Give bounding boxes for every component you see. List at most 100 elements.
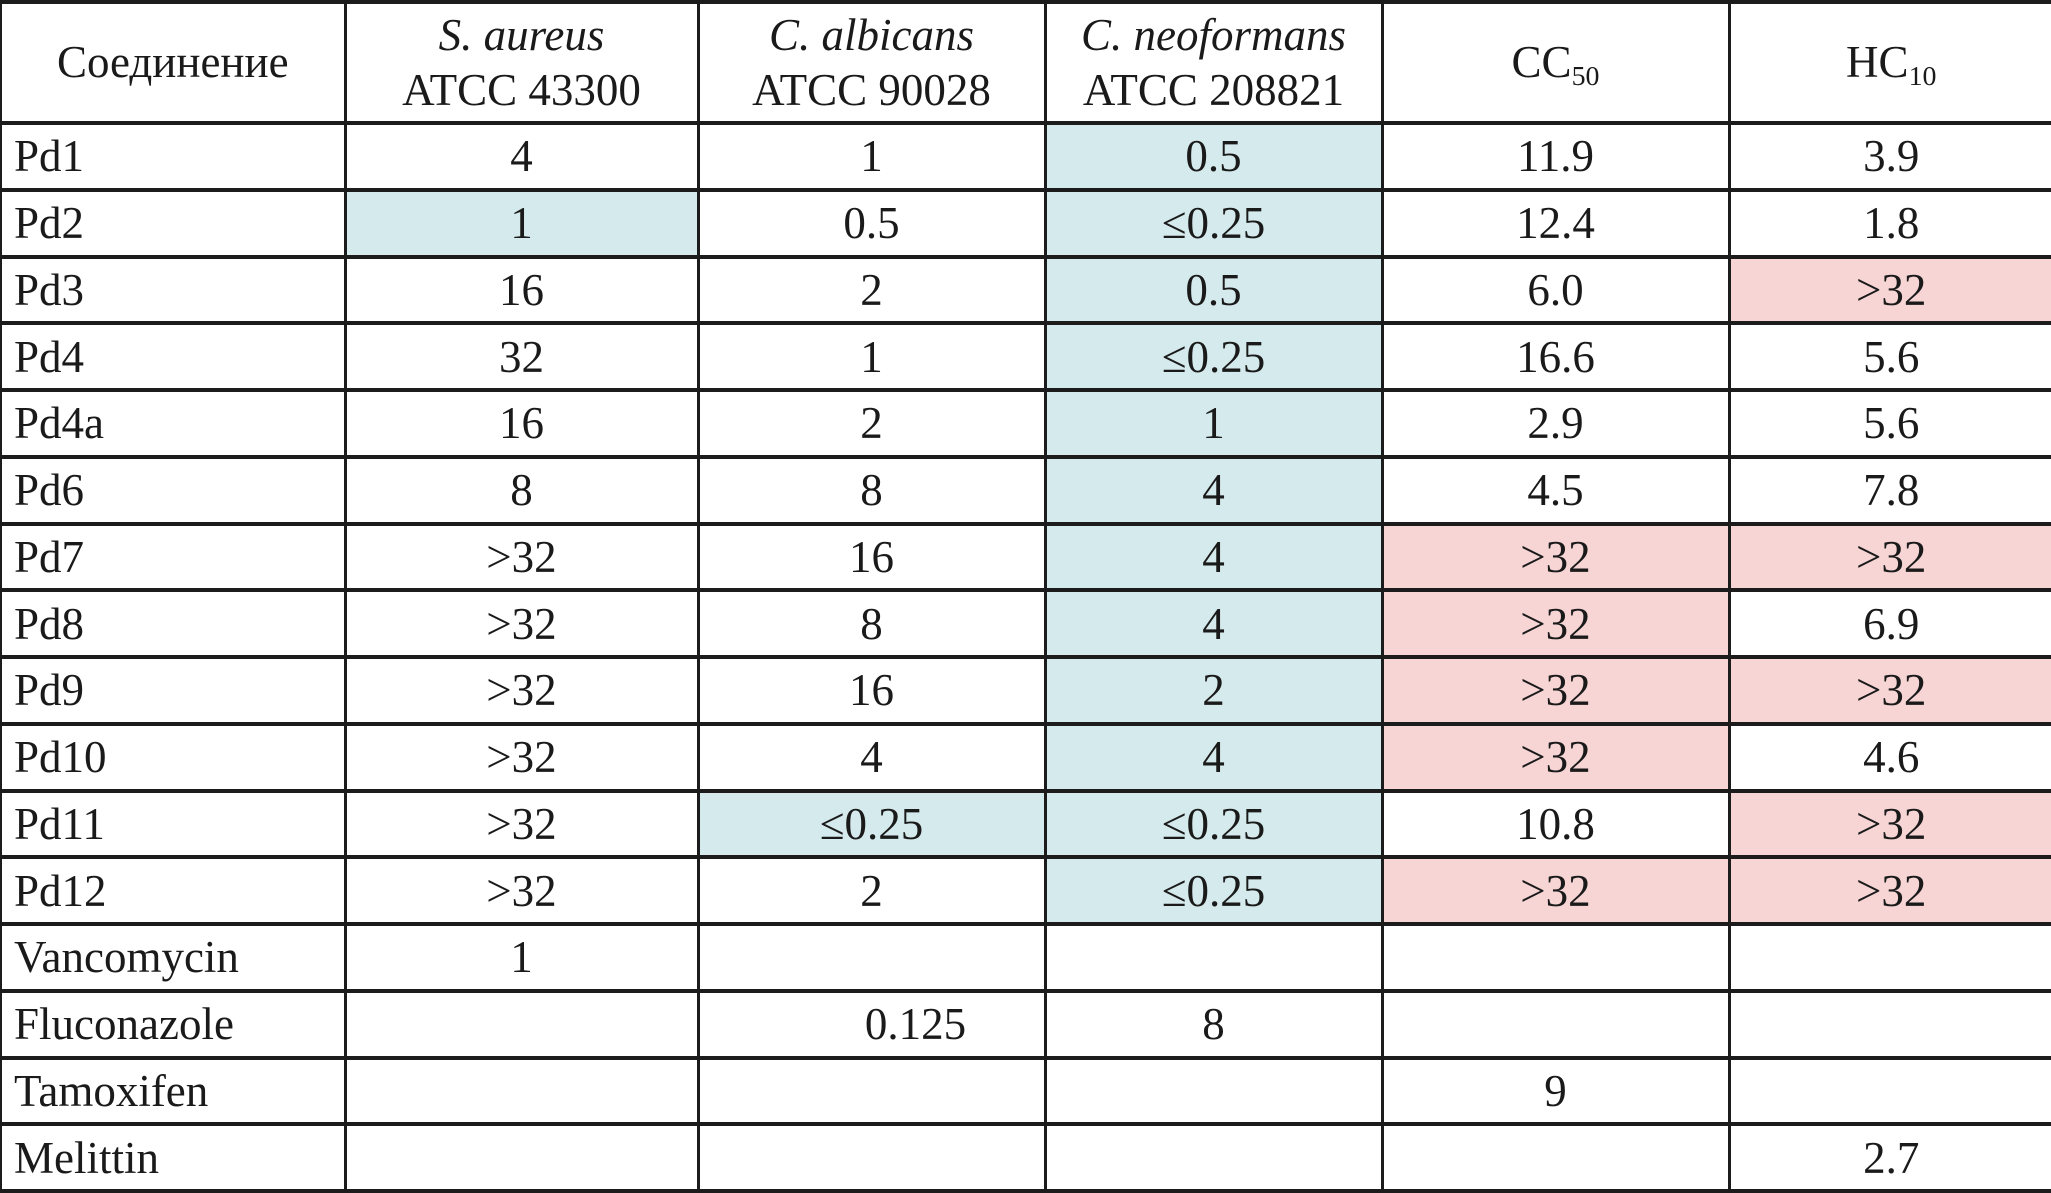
compound-header-label: Соединение — [56, 37, 289, 88]
table-row: Fluconazole 0.125 8 — [0, 988, 2051, 1060]
value-cell: 4.5 — [1380, 454, 1731, 526]
value-cell: 2 — [1043, 655, 1384, 726]
value-cell: 16 — [343, 388, 700, 459]
value-cell: >32 — [343, 521, 700, 593]
value-cell: >32 — [343, 721, 700, 793]
value-cell: >32 — [1727, 521, 2051, 593]
hc10-subscript: 10 — [1908, 60, 1937, 92]
value-cell: 1.8 — [1727, 187, 2051, 259]
table-row: Pd10 >32 4 4 >32 4.6 — [0, 721, 2051, 793]
value-cell: >32 — [1380, 521, 1731, 593]
table-row: Pd3 16 2 0.5 6.0 >32 — [0, 254, 2051, 326]
value-cell: ≤0.25 — [696, 788, 1047, 860]
value-cell: >32 — [1727, 254, 2051, 326]
value-cell — [1043, 1055, 1384, 1127]
species-name: C. neoformans — [1080, 9, 1346, 60]
table-row: Pd11 >32 ≤0.25 ≤0.25 10.8 >32 — [0, 788, 2051, 860]
value-cell: 8 — [696, 454, 1047, 526]
value-cell: 1 — [1043, 388, 1384, 459]
value-cell: 16 — [696, 521, 1047, 593]
column-header-c-albicans: C. albicans ATCC 90028 — [696, 0, 1047, 125]
value-cell: 4.6 — [1727, 721, 2051, 793]
compound-cell: Pd11 — [0, 788, 347, 860]
value-cell: 32 — [343, 321, 700, 392]
compound-cell: Pd3 — [0, 254, 347, 326]
value-cell: ≤0.25 — [1043, 321, 1384, 392]
value-cell: 4 — [343, 121, 700, 192]
value-cell: 9 — [1380, 1055, 1731, 1127]
value-cell: >32 — [1380, 721, 1731, 793]
value-cell: 16 — [343, 254, 700, 326]
header-row: Соединение S. aureus ATCC 43300 C. albic… — [0, 0, 2051, 125]
value-cell: 0.5 — [1043, 121, 1384, 192]
strain-id: ATCC 208821 — [1082, 64, 1345, 115]
value-cell: 4 — [1043, 721, 1384, 793]
value-cell: 5.6 — [1727, 388, 2051, 459]
value-cell: 4 — [696, 721, 1047, 793]
table-row: Melittin 2.7 — [0, 1122, 2051, 1193]
value-cell: 1 — [343, 922, 700, 993]
value-cell — [1727, 1055, 2051, 1127]
value-cell — [1380, 922, 1731, 993]
value-cell: 10.8 — [1380, 788, 1731, 860]
table-row: Pd12 >32 2 ≤0.25 >32 >32 — [0, 855, 2051, 926]
value-cell — [1727, 988, 2051, 1060]
compound-cell: Pd4a — [0, 388, 347, 459]
table-row: Pd6 8 8 4 4.5 7.8 — [0, 454, 2051, 526]
value-cell: 4 — [1043, 454, 1384, 526]
value-cell: 4 — [1043, 521, 1384, 593]
value-cell — [1043, 922, 1384, 993]
value-cell: 2 — [696, 254, 1047, 326]
value-cell: 8 — [343, 454, 700, 526]
compound-cell: Pd1 — [0, 121, 347, 192]
value-cell: 2 — [696, 388, 1047, 459]
value-cell: 1 — [343, 187, 700, 259]
value-cell: 12.4 — [1380, 187, 1731, 259]
value-cell: >32 — [1727, 788, 2051, 860]
compound-cell: Pd7 — [0, 521, 347, 593]
species-name: S. aureus — [438, 9, 605, 60]
value-cell: 6.0 — [1380, 254, 1731, 326]
table-row: Pd4a 16 2 1 2.9 5.6 — [0, 388, 2051, 459]
table-row: Pd4 32 1 ≤0.25 16.6 5.6 — [0, 321, 2051, 392]
value-cell: 3.9 — [1727, 121, 2051, 192]
value-cell: >32 — [1380, 588, 1731, 659]
value-cell: >32 — [343, 588, 700, 659]
table-row: Tamoxifen 9 — [0, 1055, 2051, 1127]
table-header: Соединение S. aureus ATCC 43300 C. albic… — [0, 0, 2051, 125]
compound-cell: Vancomycin — [0, 922, 347, 993]
value-cell: ≤0.25 — [1043, 187, 1384, 259]
value-cell: 5.6 — [1727, 321, 2051, 392]
value-cell — [696, 922, 1047, 993]
value-cell — [1727, 922, 2051, 993]
compound-cell: Pd12 — [0, 855, 347, 926]
compound-cell: Pd4 — [0, 321, 347, 392]
table-row: Pd7 >32 16 4 >32 >32 — [0, 521, 2051, 593]
value-cell: 8 — [1043, 988, 1384, 1060]
value-cell: >32 — [343, 788, 700, 860]
value-cell: 6.9 — [1727, 588, 2051, 659]
compound-cell: Pd9 — [0, 655, 347, 726]
value-cell: >32 — [1380, 855, 1731, 926]
value-cell — [343, 1055, 700, 1127]
table-row: Pd8 >32 8 4 >32 6.9 — [0, 588, 2051, 659]
value-cell — [343, 988, 700, 1060]
value-cell: 8 — [696, 588, 1047, 659]
value-cell: 0.125 — [696, 988, 1047, 1060]
value-cell: >32 — [1380, 655, 1731, 726]
value-cell: 2 — [696, 855, 1047, 926]
table-row: Vancomycin 1 — [0, 922, 2051, 993]
table-row: Pd1 4 1 0.5 11.9 3.9 — [0, 121, 2051, 192]
table-row: Pd2 1 0.5 ≤0.25 12.4 1.8 — [0, 187, 2051, 259]
value-cell — [1380, 1122, 1731, 1193]
compound-cell: Pd6 — [0, 454, 347, 526]
table-row: Pd9 >32 16 2 >32 >32 — [0, 655, 2051, 726]
value-cell: >32 — [1727, 855, 2051, 926]
strain-id: ATCC 43300 — [402, 64, 641, 115]
value-cell: 1 — [696, 121, 1047, 192]
compound-cell: Pd8 — [0, 588, 347, 659]
value-cell — [696, 1122, 1047, 1193]
species-name: C. albicans — [768, 9, 974, 60]
value-cell: 11.9 — [1380, 121, 1731, 192]
column-header-compound: Соединение — [0, 0, 347, 125]
